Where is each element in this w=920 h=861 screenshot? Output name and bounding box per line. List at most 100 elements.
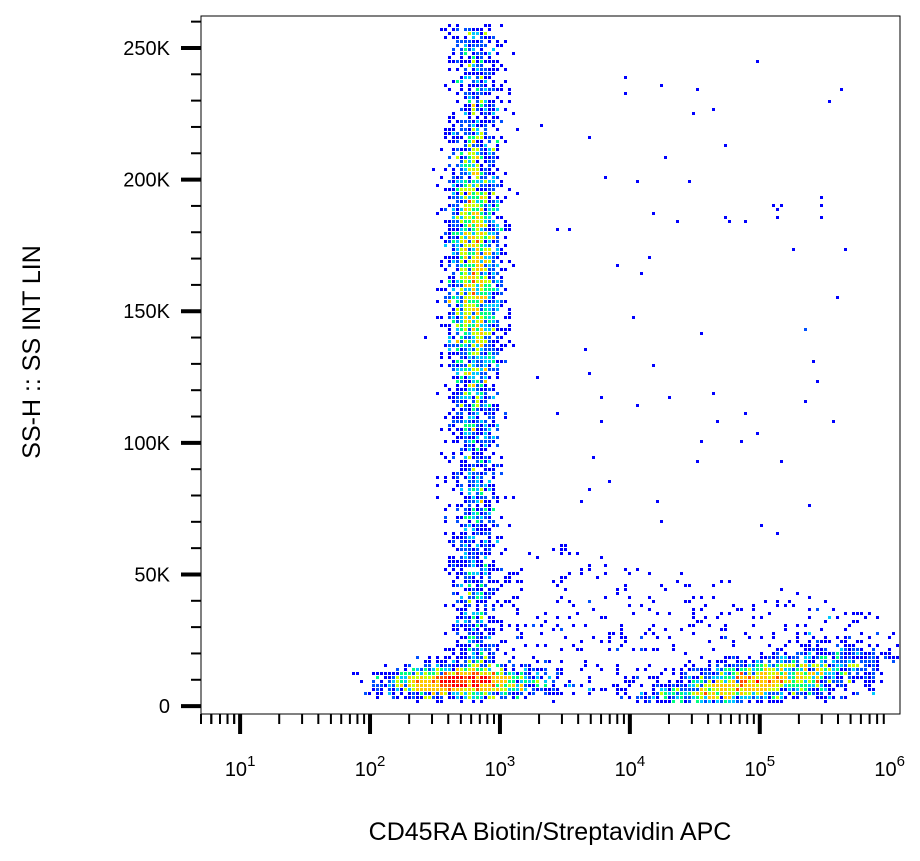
data-point (512, 596, 515, 599)
data-point (464, 424, 467, 427)
data-point (488, 360, 491, 363)
data-point (452, 688, 455, 691)
data-point (496, 676, 499, 679)
data-point (484, 468, 487, 471)
data-point (480, 28, 483, 31)
data-point (444, 344, 447, 347)
data-point (480, 440, 483, 443)
data-point (420, 688, 423, 691)
data-point (864, 664, 867, 667)
data-point (468, 664, 471, 667)
data-point (600, 640, 603, 643)
data-point (684, 684, 687, 687)
data-point (424, 688, 427, 691)
data-point (468, 132, 471, 135)
data-point (476, 644, 479, 647)
data-point (456, 380, 459, 383)
data-point (464, 240, 467, 243)
data-point (444, 28, 447, 31)
data-point (480, 588, 483, 591)
data-point (496, 224, 499, 227)
data-point (412, 672, 415, 675)
data-point (460, 468, 463, 471)
data-point (448, 284, 451, 287)
data-point (804, 400, 807, 403)
data-point (460, 376, 463, 379)
data-point (484, 188, 487, 191)
data-point (472, 56, 475, 59)
data-point (476, 208, 479, 211)
data-point (468, 48, 471, 51)
data-point (548, 660, 551, 663)
data-point (460, 644, 463, 647)
data-point (484, 628, 487, 631)
data-point (488, 480, 491, 483)
data-point (676, 684, 679, 687)
data-point (612, 684, 615, 687)
data-point (488, 232, 491, 235)
data-point (484, 112, 487, 115)
data-point (472, 28, 475, 31)
data-point (452, 248, 455, 251)
data-point (460, 328, 463, 331)
data-point (472, 372, 475, 375)
data-point (808, 608, 811, 611)
data-point (456, 188, 459, 191)
data-point (468, 344, 471, 347)
data-point (780, 588, 783, 591)
data-point (492, 340, 495, 343)
data-point (708, 676, 711, 679)
data-point (468, 592, 471, 595)
data-point (488, 428, 491, 431)
data-point (852, 648, 855, 651)
data-point (464, 72, 467, 75)
data-point (464, 664, 467, 667)
data-point (480, 300, 483, 303)
data-point (484, 320, 487, 323)
data-point (492, 80, 495, 83)
data-point (488, 664, 491, 667)
data-point (460, 668, 463, 671)
data-point (472, 204, 475, 207)
data-point (480, 444, 483, 447)
data-point (824, 668, 827, 671)
data-point (520, 636, 523, 639)
data-point (476, 80, 479, 83)
data-point (492, 396, 495, 399)
data-point (480, 256, 483, 259)
data-point (488, 460, 491, 463)
data-point (716, 668, 719, 671)
data-point (500, 100, 503, 103)
data-point (452, 212, 455, 215)
data-point (508, 676, 511, 679)
data-point (460, 240, 463, 243)
data-point (464, 92, 467, 95)
data-point (500, 668, 503, 671)
data-point (488, 468, 491, 471)
data-point (448, 312, 451, 315)
data-point (476, 220, 479, 223)
data-point (480, 100, 483, 103)
data-point (480, 568, 483, 571)
data-point (428, 664, 431, 667)
data-point (484, 36, 487, 39)
data-point (860, 656, 863, 659)
data-point (476, 668, 479, 671)
data-point (844, 696, 847, 699)
data-point (472, 676, 475, 679)
data-point (468, 276, 471, 279)
data-point (512, 692, 515, 695)
data-point (504, 672, 507, 675)
data-point (660, 584, 663, 587)
data-point (484, 260, 487, 263)
data-point (484, 52, 487, 55)
data-point (496, 140, 499, 143)
data-point (472, 284, 475, 287)
data-point (488, 568, 491, 571)
data-point (464, 292, 467, 295)
data-point (476, 160, 479, 163)
data-point (468, 244, 471, 247)
data-point (456, 156, 459, 159)
data-point (528, 676, 531, 679)
